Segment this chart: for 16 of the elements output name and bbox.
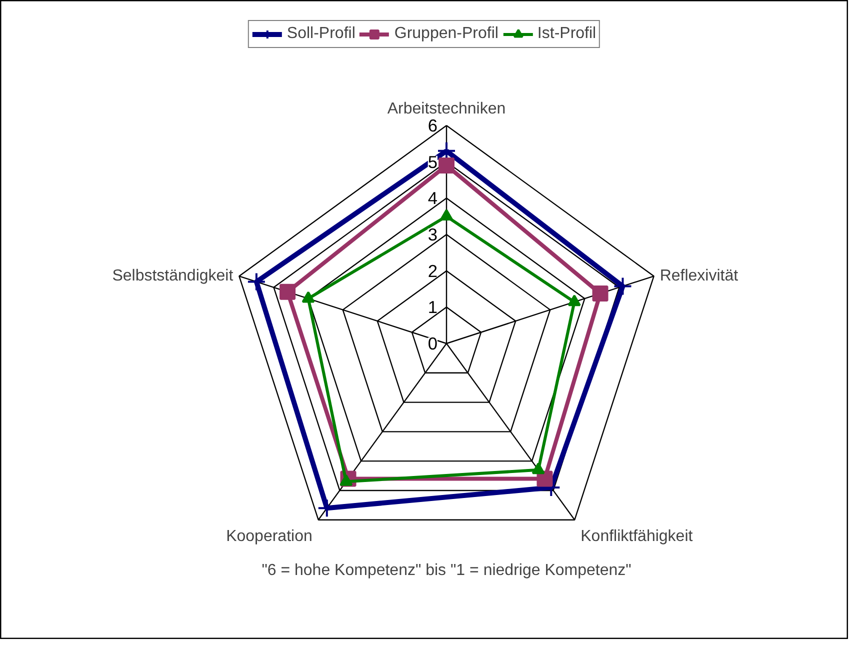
y-tick-label: 6 <box>428 116 438 136</box>
spoke-label: Arbeitstechniken <box>387 100 506 118</box>
text: "6 = hohe Kompetenz" bis "1 = niedrige Kompetenz" <box>262 562 632 579</box>
spoke-label: Konfliktfähigkeit <box>580 528 694 545</box>
y-tick-label: 5 <box>428 152 438 172</box>
spoke-label: Kooperation <box>226 528 312 545</box>
legend-label: Ist-Profil <box>537 25 596 43</box>
spoke-label: Selbstständigkeit <box>112 268 234 285</box>
y-tick-label: 0 <box>428 334 438 354</box>
y-tick-label: 2 <box>428 260 438 281</box>
legend-label: Soll-Profil <box>286 25 356 43</box>
y-tick-label: 3 <box>428 224 438 244</box>
y-tick-label: 4 <box>428 188 438 208</box>
legend-label: Gruppen-Profil <box>394 25 498 43</box>
spoke-label: Reflexivität <box>660 268 739 285</box>
y-tick-label: 1 <box>428 297 438 318</box>
